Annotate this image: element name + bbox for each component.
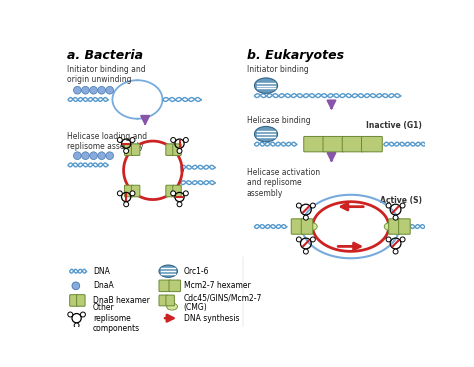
FancyBboxPatch shape (70, 295, 78, 306)
Circle shape (118, 138, 122, 142)
FancyBboxPatch shape (131, 185, 140, 197)
Circle shape (124, 149, 128, 153)
Circle shape (177, 202, 182, 207)
Circle shape (98, 86, 106, 94)
Ellipse shape (255, 78, 278, 93)
Text: DNA: DNA (93, 267, 109, 276)
Circle shape (73, 152, 81, 160)
Circle shape (386, 237, 391, 242)
Circle shape (130, 138, 135, 142)
Ellipse shape (306, 223, 317, 230)
Circle shape (386, 203, 391, 208)
FancyBboxPatch shape (291, 219, 303, 234)
Text: b. Eukaryotes: b. Eukaryotes (247, 50, 344, 62)
Circle shape (177, 149, 182, 153)
Circle shape (303, 215, 308, 220)
Ellipse shape (384, 223, 395, 230)
FancyBboxPatch shape (131, 144, 140, 155)
Circle shape (106, 86, 114, 94)
Text: Helicase loading and
replisome assembly: Helicase loading and replisome assembly (66, 132, 147, 151)
Circle shape (183, 191, 188, 196)
Circle shape (296, 237, 301, 242)
Circle shape (310, 237, 315, 242)
Circle shape (171, 191, 176, 196)
Circle shape (73, 86, 81, 94)
FancyBboxPatch shape (77, 295, 85, 306)
Text: Mcm2-7 hexamer: Mcm2-7 hexamer (183, 281, 250, 290)
Circle shape (98, 152, 106, 160)
Text: DNA synthesis: DNA synthesis (183, 314, 239, 323)
Text: Other
replisome
components: Other replisome components (93, 303, 140, 333)
Circle shape (130, 191, 135, 196)
Text: Helicase binding: Helicase binding (247, 116, 310, 125)
Text: DnaA: DnaA (93, 281, 114, 290)
Text: Initiator binding and
origin unwinding: Initiator binding and origin unwinding (66, 65, 145, 84)
FancyBboxPatch shape (304, 137, 325, 152)
Circle shape (183, 138, 188, 142)
Circle shape (90, 86, 97, 94)
Circle shape (171, 138, 176, 142)
FancyBboxPatch shape (173, 144, 181, 155)
Text: Inactive (G1): Inactive (G1) (365, 121, 421, 130)
FancyBboxPatch shape (166, 144, 174, 155)
Circle shape (81, 312, 85, 317)
FancyBboxPatch shape (169, 280, 181, 292)
FancyBboxPatch shape (173, 185, 181, 197)
Circle shape (296, 203, 301, 208)
Circle shape (82, 86, 89, 94)
Circle shape (124, 202, 128, 207)
FancyBboxPatch shape (125, 144, 133, 155)
FancyBboxPatch shape (159, 295, 167, 306)
Text: a. Bacteria: a. Bacteria (66, 50, 143, 62)
Circle shape (74, 323, 79, 328)
Ellipse shape (255, 126, 278, 142)
Text: Orc1-6: Orc1-6 (183, 267, 209, 276)
Circle shape (400, 203, 405, 208)
Ellipse shape (167, 303, 177, 310)
Circle shape (90, 152, 97, 160)
Circle shape (68, 312, 73, 317)
Text: Active (S): Active (S) (380, 196, 421, 205)
Circle shape (310, 203, 315, 208)
FancyBboxPatch shape (166, 185, 174, 197)
FancyBboxPatch shape (125, 185, 133, 197)
Circle shape (106, 152, 114, 160)
Text: DnaB hexamer: DnaB hexamer (93, 296, 150, 305)
FancyBboxPatch shape (301, 219, 313, 234)
Text: Initiator binding: Initiator binding (247, 65, 309, 74)
FancyBboxPatch shape (323, 137, 344, 152)
Circle shape (393, 215, 398, 220)
FancyBboxPatch shape (399, 219, 410, 234)
Circle shape (393, 249, 398, 254)
FancyBboxPatch shape (342, 137, 363, 152)
Ellipse shape (159, 265, 177, 277)
Circle shape (118, 191, 122, 196)
Text: Cdc45/GINS/Mcm2-7
(CMG): Cdc45/GINS/Mcm2-7 (CMG) (183, 293, 262, 312)
FancyBboxPatch shape (159, 280, 171, 292)
FancyBboxPatch shape (362, 137, 383, 152)
FancyBboxPatch shape (166, 295, 174, 306)
Circle shape (400, 237, 405, 242)
Circle shape (82, 152, 89, 160)
Circle shape (303, 249, 308, 254)
FancyBboxPatch shape (389, 219, 400, 234)
Circle shape (72, 282, 80, 290)
Text: Helicase activation
and replisome
assembly: Helicase activation and replisome assemb… (247, 168, 320, 198)
